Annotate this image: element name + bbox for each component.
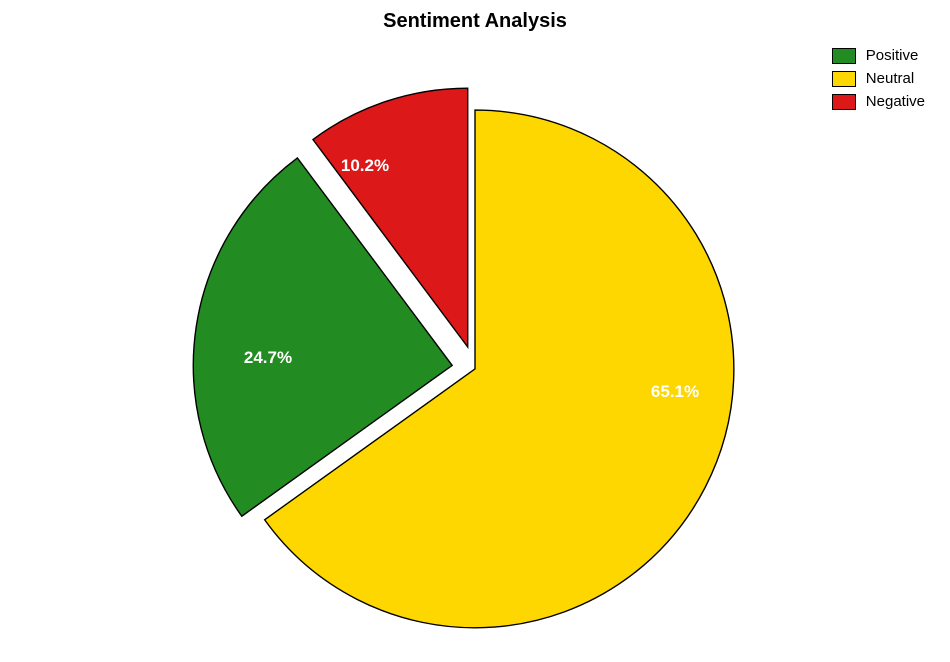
legend-swatch-negative (832, 94, 856, 110)
slice-label-positive: 24.7% (244, 348, 292, 368)
legend-item-positive: Positive (832, 47, 925, 64)
legend-item-negative: Negative (832, 93, 925, 110)
legend-label-positive: Positive (866, 47, 919, 64)
slice-label-neutral: 65.1% (651, 382, 699, 402)
legend-swatch-positive (832, 48, 856, 64)
legend-item-neutral: Neutral (832, 70, 925, 87)
legend-label-negative: Negative (866, 93, 925, 110)
chart-title: Sentiment Analysis (383, 10, 567, 33)
legend-label-neutral: Neutral (866, 70, 914, 87)
slice-label-negative: 10.2% (341, 156, 389, 176)
pie-chart (0, 50, 950, 662)
legend: Positive Neutral Negative (832, 47, 925, 110)
legend-swatch-neutral (832, 71, 856, 87)
